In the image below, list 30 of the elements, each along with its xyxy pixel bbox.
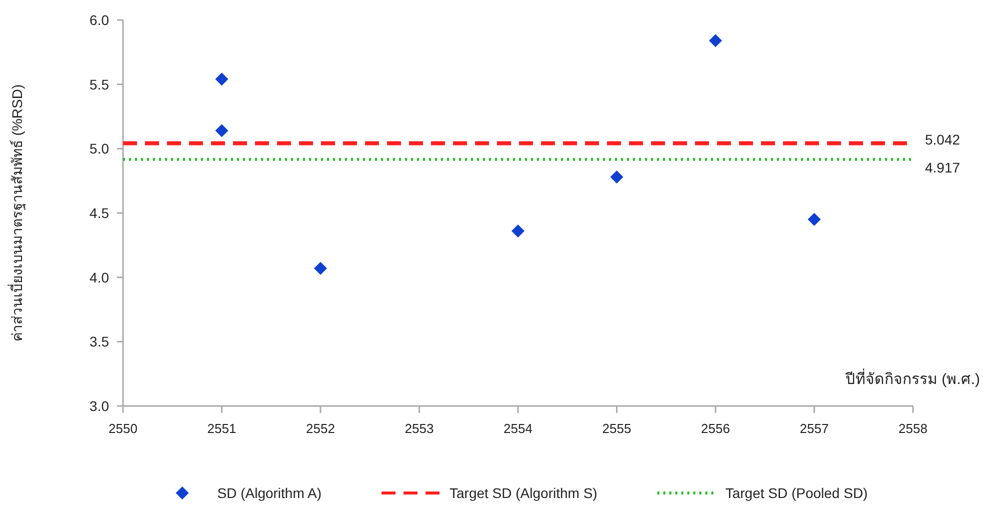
x-tick-label: 2556 (701, 421, 730, 436)
x-axis-title: ปีที่จัดกิจกรรม (พ.ศ.) (844, 368, 980, 388)
point (808, 212, 821, 226)
y-tick-label: 3.0 (90, 398, 110, 414)
x-tick-label: 2553 (404, 421, 434, 436)
legend-label: Target SD (Pooled SD) (725, 485, 868, 501)
point (610, 170, 624, 184)
point (314, 262, 327, 275)
legend-label: Target SD (Algorithm S) (450, 485, 598, 501)
point (215, 72, 228, 86)
x-tick-label: 2557 (800, 421, 829, 436)
x-tick-label: 2554 (504, 421, 532, 436)
annotation: 4.917 (925, 159, 960, 176)
point (215, 124, 228, 138)
y-axis-title: ค่าส่วนเบี่ยงเบนมาตรฐานสัมพัทธ์ (%RSD) (8, 84, 26, 342)
y-tick-label: 6.0 (90, 12, 110, 28)
y-tick-label: 3.5 (90, 334, 110, 350)
y-tick-label: 5.5 (90, 76, 110, 92)
x-tick-label: 2550 (108, 421, 138, 436)
point (709, 34, 722, 48)
annotation: 5.042 (925, 131, 960, 148)
y-tick-label: 4.0 (90, 269, 110, 286)
x-tick-label: 2552 (306, 421, 335, 436)
x-tick-label: 2551 (207, 421, 236, 436)
y-tick-label: 4.5 (90, 205, 110, 221)
x-tick-label: 2558 (898, 421, 928, 436)
legend-label: SD (Algorithm A) (217, 485, 322, 501)
point (512, 224, 524, 238)
x-tick-label: 2555 (602, 421, 632, 436)
y-tick-label: 5.0 (90, 140, 110, 157)
